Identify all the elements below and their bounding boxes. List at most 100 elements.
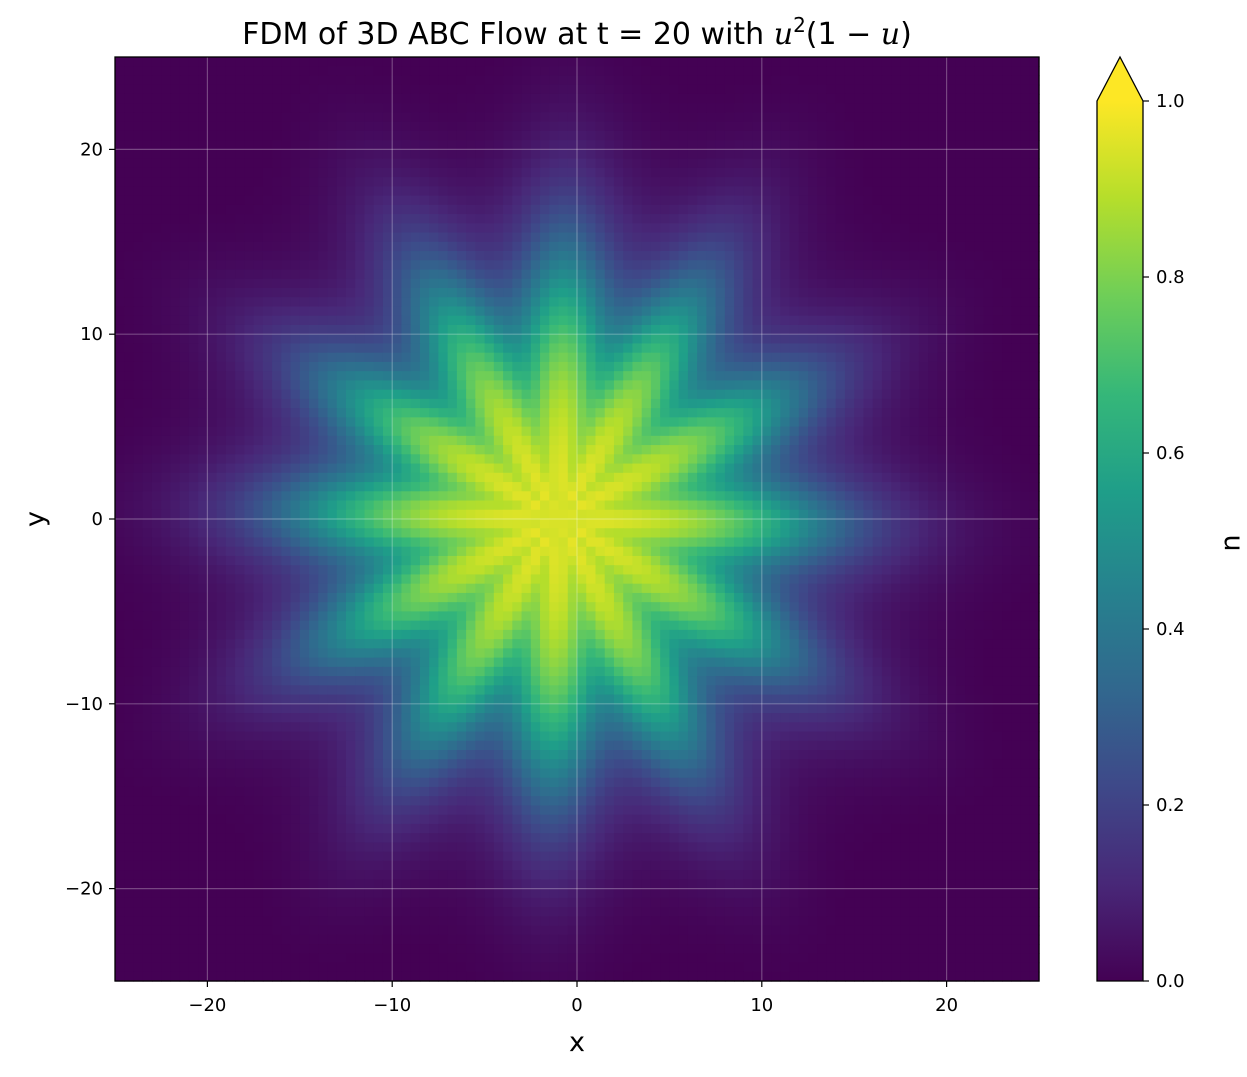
heatmap-cell [133,361,144,372]
heatmap-cell [355,380,366,391]
heatmap-cell [872,269,883,280]
heatmap-cell [161,361,172,372]
heatmap-cell [632,278,643,289]
heatmap-cell [706,186,717,197]
heatmap-cell [761,389,772,400]
heatmap-cell [586,417,597,428]
heatmap-cell [965,241,975,252]
heatmap-cell [632,297,643,308]
heatmap-cell [530,167,541,178]
heatmap-cell [697,324,707,335]
heatmap-cell [475,509,486,520]
heatmap-cell [771,232,781,243]
heatmap-cell [151,361,162,372]
heatmap-cell [623,389,634,400]
heatmap-cell [641,380,652,391]
heatmap-cell [992,278,1003,289]
heatmap-cell [355,445,366,455]
heatmap-cell [1002,149,1012,160]
heatmap-cell [438,334,449,345]
heatmap-cell [965,426,975,437]
heatmap-cell [327,472,338,483]
heatmap-cell [844,232,855,243]
heatmap-cell [151,251,162,261]
heatmap-cell [382,223,393,234]
heatmap-cell [789,278,800,289]
heatmap-cell [918,260,929,271]
heatmap-cell [521,251,532,261]
heatmap-cell [207,278,218,289]
heatmap-cell [808,204,818,215]
heatmap-cell [299,84,310,95]
heatmap-cell [613,204,624,215]
heatmap-cell [724,158,735,169]
heatmap-cell [937,306,948,317]
heatmap-cell [309,482,319,492]
heatmap-cell [373,121,384,132]
heatmap-cell [660,57,670,67]
heatmap-cell [225,297,236,308]
heatmap-cell [771,223,781,234]
heatmap-cell [761,361,772,372]
heatmap-cell [142,223,153,234]
heatmap-cell [715,167,726,178]
heatmap-cell [567,417,578,428]
heatmap-cell [595,204,606,215]
heatmap-cell [262,500,273,511]
heatmap-cell [244,186,255,197]
heatmap-cell [743,509,754,520]
heatmap-cell [918,472,929,483]
heatmap-cell [503,241,513,252]
heatmap-cell [235,149,245,160]
heatmap-cell [706,241,717,252]
heatmap-cell [115,445,125,455]
heatmap-cell [965,75,975,86]
heatmap-cell [623,241,634,252]
heatmap-cell [623,509,634,520]
heatmap-cell [290,463,301,474]
heatmap-cell [909,352,920,363]
heatmap-cell [419,214,430,224]
heatmap-cell [983,454,994,465]
heatmap-cell [826,57,837,67]
heatmap-cell [429,408,439,418]
heatmap-cell [900,93,911,104]
heatmap-cell [512,57,523,67]
heatmap-cell [891,389,901,400]
heatmap-cell [558,380,569,391]
heatmap-cell [632,149,643,160]
heatmap-cell [124,223,135,234]
heatmap-cell [466,297,476,308]
heatmap-cell [429,149,439,160]
heatmap-cell [1002,334,1012,345]
heatmap-cell [992,288,1003,298]
heatmap-cell [900,352,911,363]
heatmap-cell [484,186,495,197]
heatmap-cell [235,288,245,298]
heatmap-cell [207,84,218,95]
heatmap-cell [179,297,190,308]
heatmap-cell [586,149,597,160]
heatmap-cell [225,352,236,363]
heatmap-cell [715,408,726,418]
heatmap-cell [484,371,495,381]
heatmap-cell [1020,426,1031,437]
heatmap-cell [540,232,550,243]
heatmap-cell [466,177,476,187]
heatmap-cell [447,454,458,465]
heatmap-cell [604,361,615,372]
heatmap-cell [475,177,486,187]
heatmap-cell [346,472,356,483]
heatmap-cell [124,315,135,326]
heatmap-cell [743,158,754,169]
heatmap-cell [706,278,717,289]
heatmap-cell [817,482,828,492]
heatmap-cell [429,426,439,437]
heatmap-cell [456,93,467,104]
heatmap-cell [503,130,513,141]
heatmap-cell [124,130,135,141]
heatmap-cell [1020,103,1031,114]
heatmap-cell [928,84,938,95]
heatmap-cell [706,454,717,465]
heatmap-cell [540,380,550,391]
